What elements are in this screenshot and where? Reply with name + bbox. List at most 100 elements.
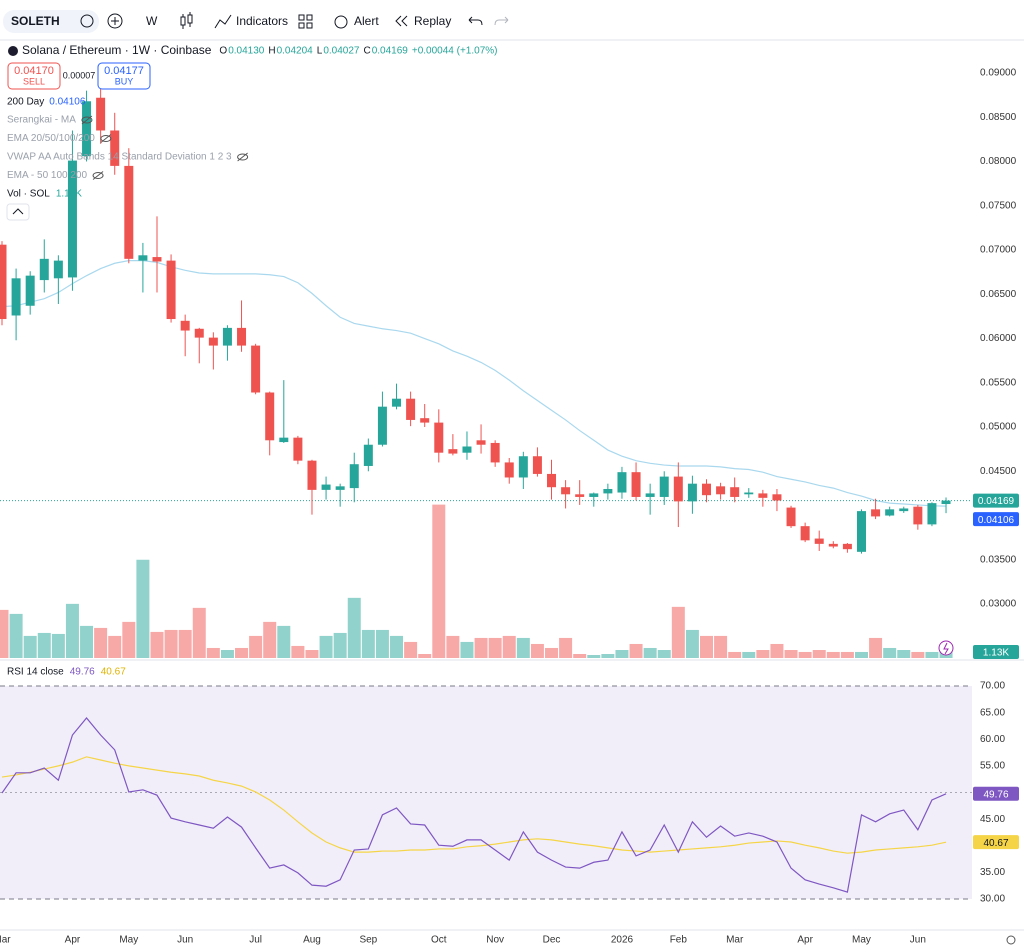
candle-body bbox=[180, 320, 190, 331]
candle-body bbox=[307, 460, 317, 490]
volume-bar bbox=[37, 632, 51, 658]
eye-off-icon[interactable] bbox=[237, 153, 249, 161]
volume-bar bbox=[911, 651, 925, 658]
replay-icon bbox=[395, 15, 408, 27]
templates-icon[interactable] bbox=[298, 14, 313, 29]
hidden-indicator: VWAP AA Auto Bands 14 Standard Deviation… bbox=[7, 152, 232, 163]
volume-bar bbox=[854, 651, 868, 658]
volume-bar bbox=[390, 635, 404, 658]
collapse-legend[interactable] bbox=[6, 203, 30, 221]
volume-value: 1.13K bbox=[56, 189, 82, 200]
candle-body bbox=[25, 275, 35, 306]
volume-bar bbox=[728, 651, 742, 658]
volume-bar bbox=[770, 643, 784, 658]
volume-bar bbox=[375, 629, 389, 658]
candle-body bbox=[871, 509, 881, 517]
candle-body bbox=[96, 97, 106, 131]
candle-body bbox=[842, 543, 852, 550]
candle-body bbox=[547, 473, 557, 488]
y-tick-label: 0.05500 bbox=[980, 377, 1017, 388]
ohlc-key: H bbox=[268, 46, 275, 57]
candle-body bbox=[110, 130, 120, 166]
candle-body bbox=[518, 456, 528, 478]
volume-bar bbox=[516, 637, 530, 658]
symbol: SOLETH bbox=[11, 14, 60, 28]
volume-bar bbox=[446, 635, 460, 658]
redo-button[interactable] bbox=[494, 16, 509, 26]
ma-price-label-box bbox=[973, 512, 1019, 527]
y-tick-label: 0.07500 bbox=[980, 200, 1017, 211]
candle-body bbox=[687, 483, 697, 502]
eye-off-icon[interactable] bbox=[92, 172, 104, 179]
volume-bar bbox=[0, 609, 9, 658]
candle-body bbox=[138, 255, 148, 261]
x-tick-label: Feb bbox=[670, 935, 688, 946]
replay-button[interactable]: Replay bbox=[414, 14, 451, 28]
candle-body bbox=[856, 511, 866, 552]
rsi-legend-value: 40.67 bbox=[101, 667, 126, 678]
volume-bar bbox=[9, 613, 23, 658]
y-tick-label: 0.03500 bbox=[980, 554, 1017, 565]
sell-price: 0.04170 bbox=[14, 65, 54, 77]
legend: 0.04170 SELL 0.00007 0.04177 BUY ​ Solan… bbox=[6, 43, 1016, 945]
volume-bar bbox=[883, 647, 897, 658]
candle-body bbox=[673, 476, 683, 502]
volume-bar bbox=[305, 650, 319, 658]
buy-price: 0.04177 bbox=[104, 65, 144, 77]
interval[interactable]: W bbox=[146, 14, 158, 28]
rsi-value-label: 49.76 bbox=[983, 789, 1008, 800]
volume-bar bbox=[587, 655, 601, 658]
volume-bar bbox=[840, 651, 854, 658]
candle-body bbox=[279, 437, 289, 443]
compare-button[interactable] bbox=[107, 13, 123, 29]
volume-bar bbox=[502, 635, 516, 658]
x-tick-label: Jul bbox=[249, 935, 262, 946]
rsi-value-label: 40.67 bbox=[983, 838, 1008, 849]
candle-body bbox=[265, 392, 275, 441]
volume-bar bbox=[826, 651, 840, 658]
lightning-button[interactable] bbox=[938, 640, 954, 656]
undo-button[interactable] bbox=[468, 16, 483, 26]
y-tick-label: 0.06500 bbox=[980, 289, 1017, 300]
volume-bar bbox=[756, 650, 770, 658]
volume-bar bbox=[150, 631, 164, 658]
buy-button[interactable] bbox=[97, 62, 151, 90]
volume-bar bbox=[263, 621, 277, 658]
volume-bar bbox=[65, 603, 79, 658]
symbol-search[interactable] bbox=[3, 10, 99, 33]
compare-icon bbox=[111, 17, 119, 25]
ma-name: 200 Day bbox=[7, 97, 44, 108]
candle-body bbox=[293, 437, 303, 461]
symbol-menu-icon bbox=[80, 14, 94, 28]
alert-button[interactable]: Alert bbox=[354, 14, 379, 28]
collapse-icon bbox=[12, 208, 24, 215]
volume-bar bbox=[714, 635, 728, 658]
candle-body bbox=[758, 493, 768, 498]
candle-body bbox=[392, 398, 402, 407]
volume-bar bbox=[122, 621, 136, 658]
eye-off-icon[interactable] bbox=[81, 116, 93, 124]
candle-body bbox=[800, 526, 810, 541]
ohlc-value: 0.04130 bbox=[228, 46, 265, 57]
settings-icon[interactable] bbox=[1006, 935, 1016, 945]
candle-body bbox=[67, 160, 77, 278]
volume-bar bbox=[798, 651, 812, 658]
candle-body bbox=[237, 327, 247, 346]
candle-body bbox=[575, 494, 585, 497]
sell-button[interactable] bbox=[7, 62, 61, 90]
x-tick-label: Aug bbox=[303, 935, 321, 946]
volume-bar bbox=[559, 637, 573, 658]
candle-body bbox=[406, 398, 416, 420]
y-tick-label: 0.08000 bbox=[980, 156, 1017, 167]
eye-off-icon[interactable] bbox=[100, 135, 112, 142]
candle-body bbox=[885, 509, 895, 516]
buy-label: BUY bbox=[115, 76, 134, 86]
indicators-button[interactable]: Indicators bbox=[236, 14, 288, 28]
ohlc-value: 0.04027 bbox=[323, 46, 360, 57]
candle-body bbox=[490, 442, 500, 463]
volume-bar bbox=[601, 654, 615, 658]
candle-body bbox=[420, 418, 430, 423]
candle-body bbox=[82, 101, 92, 157]
y-tick-label: 0.06000 bbox=[980, 333, 1017, 344]
